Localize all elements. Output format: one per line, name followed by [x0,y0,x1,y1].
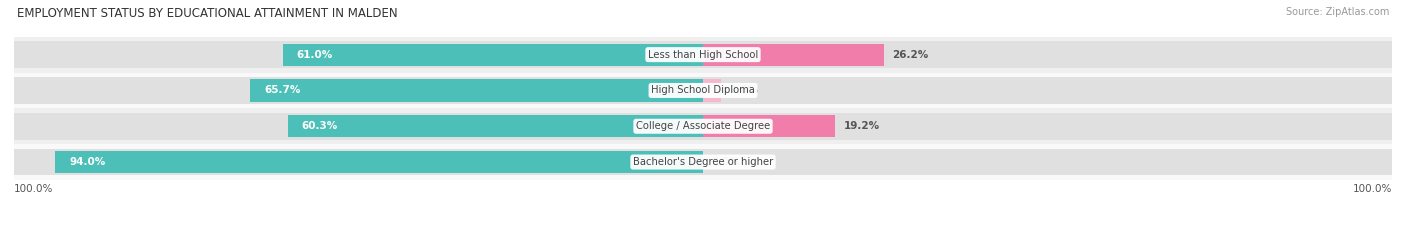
Text: 19.2%: 19.2% [844,121,880,131]
Text: 2.6%: 2.6% [730,86,758,96]
Bar [250,79,703,102]
Text: Bachelor's Degree or higher: Bachelor's Degree or higher [633,157,773,167]
Text: 26.2%: 26.2% [891,50,928,60]
Text: 65.7%: 65.7% [264,86,301,96]
Text: Less than High School: Less than High School [648,50,758,60]
Bar [703,44,883,66]
Text: High School Diploma: High School Diploma [651,86,755,96]
Bar [14,108,1392,144]
Bar [703,115,835,137]
Bar [14,144,1392,180]
Bar [703,113,1392,140]
Text: College / Associate Degree: College / Associate Degree [636,121,770,131]
Bar [55,151,703,173]
Text: 100.0%: 100.0% [14,184,53,194]
Bar [14,41,703,68]
Text: 61.0%: 61.0% [297,50,333,60]
Bar [288,115,703,137]
Text: 60.3%: 60.3% [301,121,337,131]
Bar [14,37,1392,72]
Text: 0.0%: 0.0% [711,157,741,167]
Bar [14,113,703,140]
Text: Source: ZipAtlas.com: Source: ZipAtlas.com [1285,7,1389,17]
Bar [703,77,1392,104]
Bar [14,72,1392,108]
Bar [703,79,721,102]
Bar [14,77,703,104]
Text: EMPLOYMENT STATUS BY EDUCATIONAL ATTAINMENT IN MALDEN: EMPLOYMENT STATUS BY EDUCATIONAL ATTAINM… [17,7,398,20]
Bar [703,41,1392,68]
Bar [283,44,703,66]
Bar [703,149,1392,175]
Text: 94.0%: 94.0% [69,157,105,167]
Text: 100.0%: 100.0% [1353,184,1392,194]
Bar [14,149,703,175]
